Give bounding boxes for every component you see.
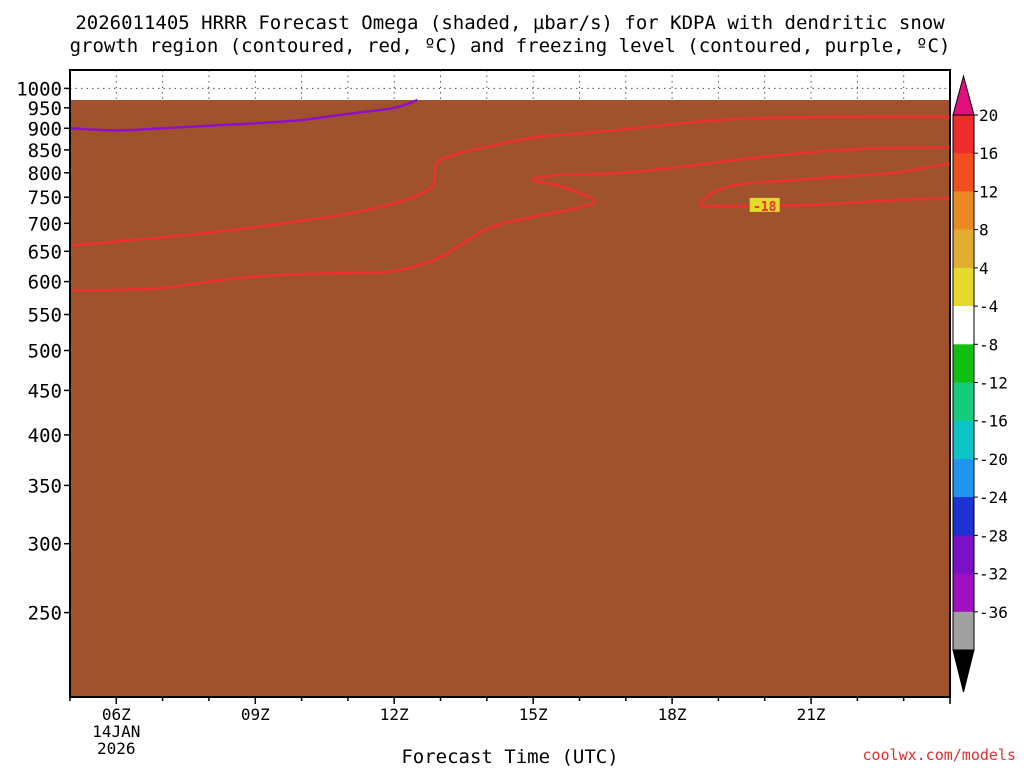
colorbar-swatch [953, 573, 974, 613]
colorbar-swatch [953, 191, 974, 231]
y-tick-label-900: 900 [28, 118, 62, 140]
x-date-label: 14JAN [92, 722, 140, 741]
x-year-label: 2026 [97, 739, 136, 758]
chart-title-line-2: growth region (contoured, red, ºC) and f… [70, 35, 951, 57]
x-tick-label-15Z: 15Z [519, 705, 548, 724]
contour-layer: -18 [70, 98, 950, 292]
y-tick-label-300: 300 [28, 534, 62, 556]
y-tick-label-600: 600 [28, 272, 62, 294]
contour-label-dgz-right: -18 [753, 200, 777, 215]
x-tick-label-06Z: 06Z [102, 705, 131, 724]
plot-area: -18 [69, 69, 951, 698]
colorbar-swatch [953, 611, 974, 651]
y-tick-label-800: 800 [28, 163, 62, 185]
x-axis-label: Forecast Time (UTC) [401, 746, 618, 768]
contour-dgz-right [698, 162, 950, 208]
chart-title-line-1: 2026011405 HRRR Forecast Omega (shaded, … [75, 12, 945, 34]
y-tick-label-1000: 1000 [16, 78, 62, 100]
colorbar-swatch [953, 153, 974, 192]
y-tick-label-350: 350 [28, 475, 62, 497]
colorbar-label--8: -8 [979, 335, 998, 354]
y-tick-label-950: 950 [28, 98, 62, 120]
colorbar-label-16: 16 [979, 144, 998, 163]
colorbar-swatch [953, 344, 974, 383]
colorbar: 20 16 12 8 4 -4 -8 -12 -16 -20 -24 -28 -32 -36 [952, 74, 1008, 693]
y-tick-label-700: 700 [28, 213, 62, 235]
colorbar-under-arrow [952, 649, 975, 693]
colorbar-label--32: -32 [979, 565, 1008, 584]
y-tick-label-500: 500 [28, 341, 62, 363]
colorbar-label--12: -12 [979, 374, 1008, 393]
colorbar-swatch [953, 420, 974, 460]
colorbar-label--28: -28 [979, 526, 1008, 545]
colorbar-swatch [953, 458, 974, 498]
ground-terrain [70, 100, 950, 697]
y-tick-label-400: 400 [28, 425, 62, 447]
y-tick-label-250: 250 [28, 603, 62, 625]
colorbar-label-12: 12 [979, 182, 998, 201]
contour-dgz-lower [70, 115, 950, 247]
colorbar-label-20: 20 [979, 106, 998, 125]
y-tick-label-750: 750 [28, 187, 62, 209]
colorbar-swatch [953, 267, 974, 307]
y-tick-label-450: 450 [28, 380, 62, 402]
colorbar-label--4: -4 [979, 297, 998, 316]
y-tick-label-850: 850 [28, 140, 62, 162]
x-tick-label-12Z: 12Z [380, 705, 409, 724]
contour-label-bg [749, 197, 780, 212]
colorbar-swatch [953, 497, 974, 536]
colorbar-swatch [953, 306, 974, 345]
y-tick-label-550: 550 [28, 305, 62, 327]
y-tick-label-650: 650 [28, 241, 62, 263]
colorbar-swatch [953, 229, 974, 269]
colorbar-swatch [953, 535, 974, 575]
x-tick-label-18Z: 18Z [658, 705, 687, 724]
colorbar-label--16: -16 [979, 412, 1008, 431]
contour-dgz-upper [70, 145, 950, 292]
x-tick-label-09Z: 09Z [241, 705, 270, 724]
y-axis: 2503003504004505005506006507007508008509… [16, 78, 70, 625]
colorbar-label--20: -20 [979, 450, 1008, 469]
plot-frame [69, 69, 951, 698]
colorbar-swatch [953, 382, 974, 422]
x-tick-label-21Z: 21Z [797, 705, 826, 724]
colorbar-label-8: 8 [979, 221, 989, 240]
colorbar-label-4: 4 [979, 259, 989, 278]
watermark: coolwx.com/models [862, 746, 1016, 764]
colorbar-over-arrow [952, 74, 975, 116]
contour-freezing-level [70, 98, 418, 132]
colorbar-swatch [953, 115, 974, 154]
colorbar-label--36: -36 [979, 603, 1008, 622]
colorbar-label--24: -24 [979, 488, 1008, 507]
